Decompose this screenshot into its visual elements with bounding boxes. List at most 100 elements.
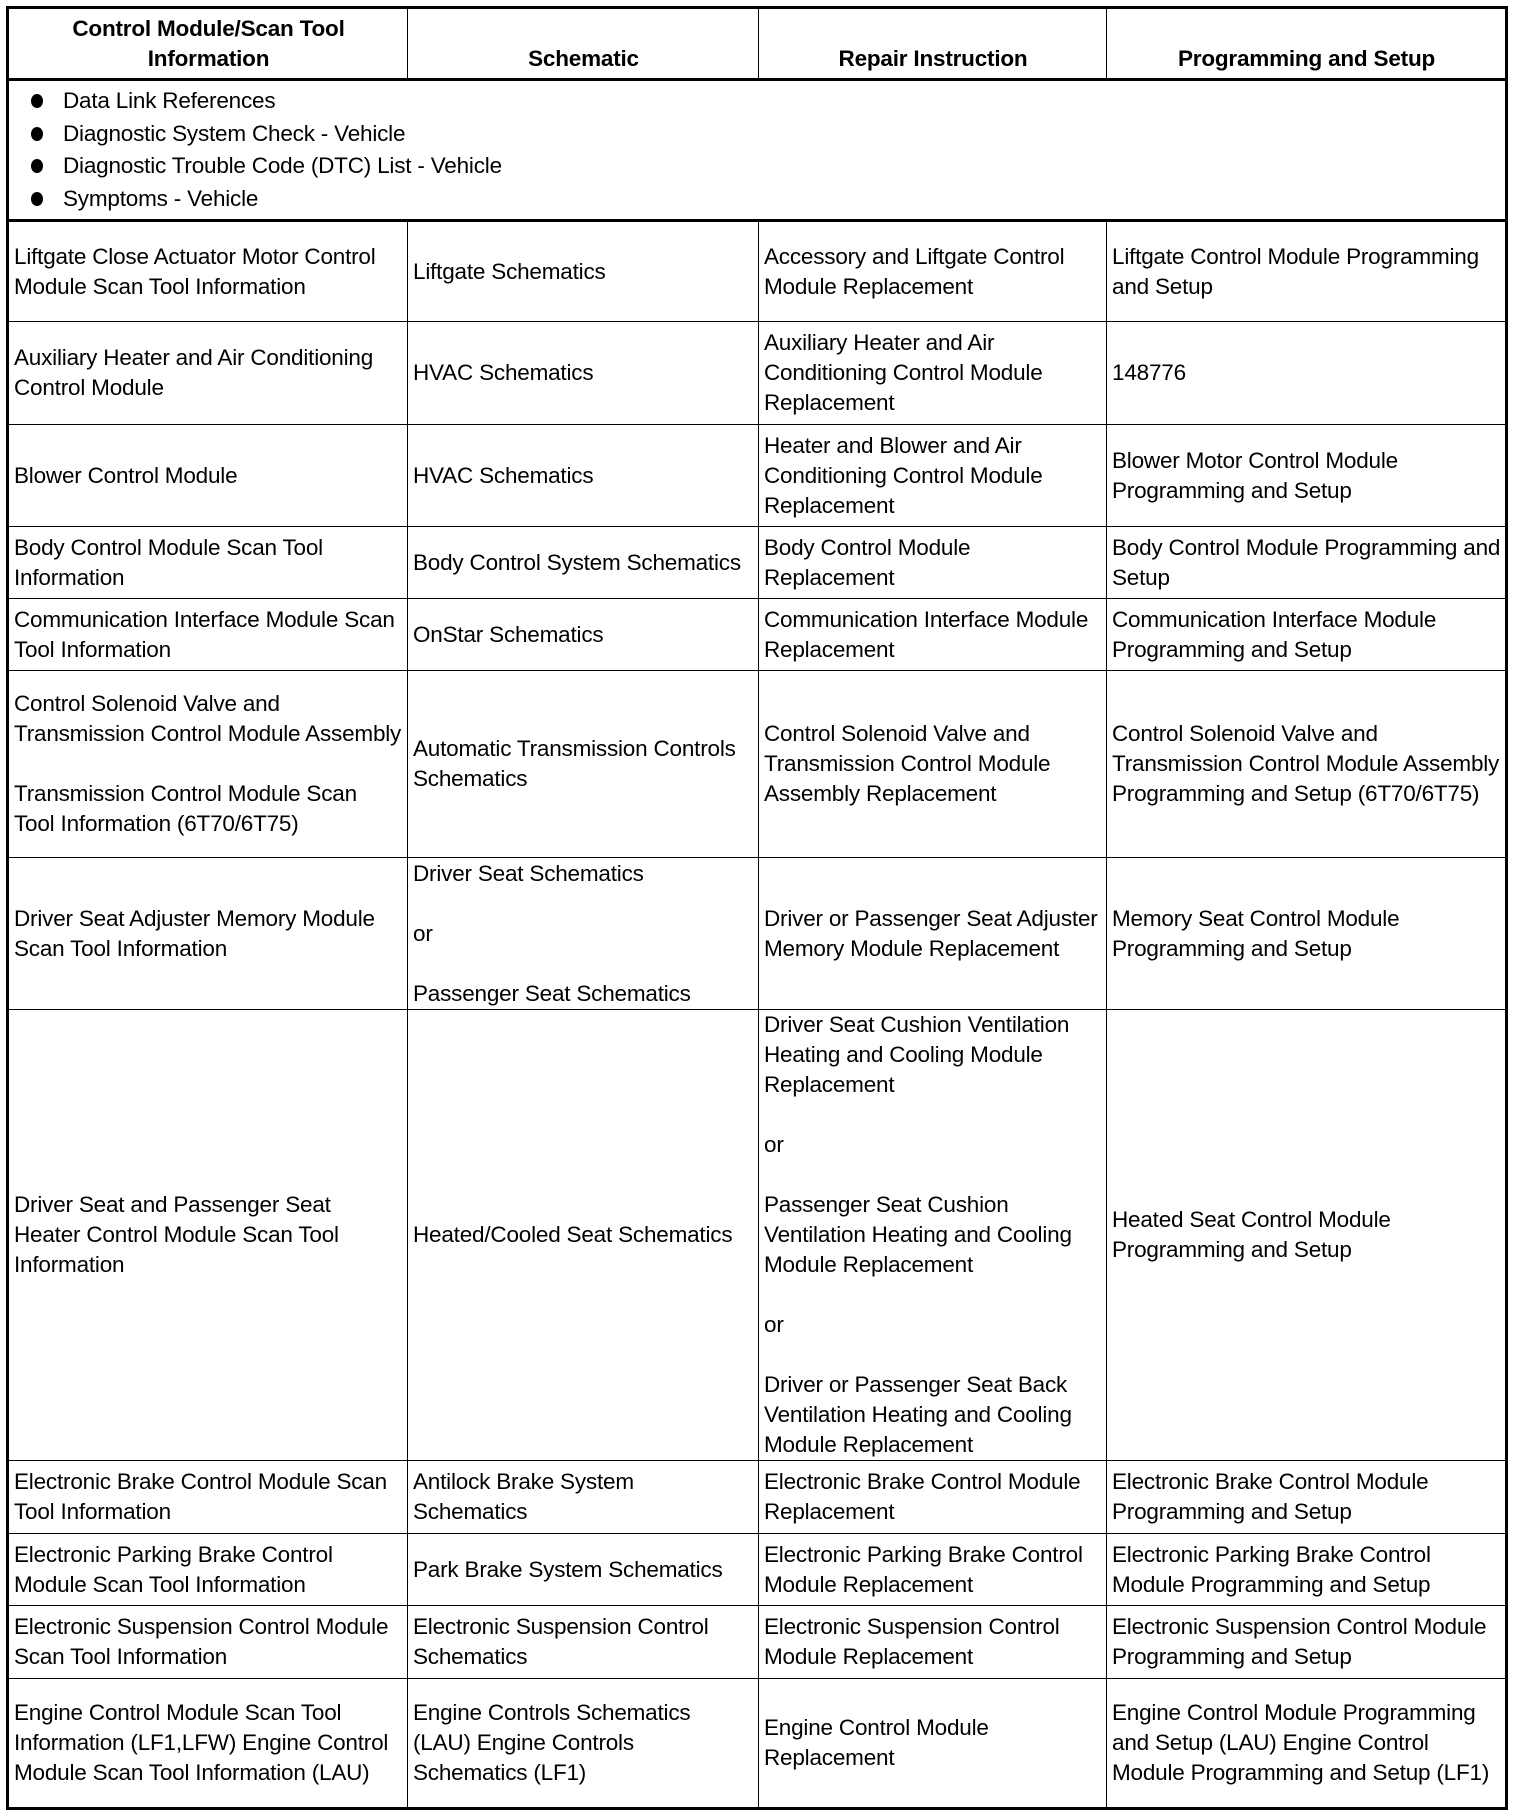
repair-cell: Auxiliary Heater and Air Conditioning Co…	[758, 321, 1107, 425]
cell-text: Electronic Brake Control Module Replacem…	[764, 1469, 1081, 1524]
schematic-cell: HVAC Schematics	[407, 424, 759, 527]
programming-cell: 148776	[1106, 321, 1507, 425]
bullet-icon	[31, 191, 43, 206]
cell-text: Electronic Suspension Control Module Sca…	[14, 1614, 389, 1669]
table-row: Driver Seat Adjuster Memory Module Scan …	[7, 857, 1507, 1010]
header-control-module: Control Module/Scan Tool Information	[7, 7, 408, 80]
schematic-cell: Antilock Brake System Schematics	[407, 1460, 759, 1534]
cell-text: Driver Seat and Passenger Seat Heater Co…	[14, 1192, 339, 1277]
programming-cell: Control Solenoid Valve and Transmission …	[1106, 670, 1507, 858]
bullet-icon	[31, 94, 43, 109]
table-row: Communication Interface Module Scan Tool…	[7, 598, 1507, 671]
schematic-cell: OnStar Schematics	[407, 598, 759, 671]
module-cell: Electronic Parking Brake Control Module …	[7, 1533, 408, 1606]
cell-text: Control Solenoid Valve and Transmission …	[14, 691, 402, 836]
cell-text: Control Solenoid Valve and Transmission …	[764, 721, 1051, 806]
cell-text: Communication Interface Module Scan Tool…	[14, 606, 395, 662]
table-row: Electronic Parking Brake Control Module …	[7, 1533, 1507, 1606]
module-cell: Blower Control Module	[7, 424, 408, 527]
reference-link[interactable]: Diagnostic System Check - Vehicle	[63, 120, 406, 146]
programming-cell: Electronic Suspension Control Module Pro…	[1106, 1605, 1507, 1679]
bullet-icon	[31, 126, 43, 141]
cell-text: OnStar Schematics	[413, 621, 604, 647]
table-row: Body Control Module Scan Tool Informatio…	[7, 526, 1507, 599]
cell-text: Electronic Brake Control Module Scan Too…	[14, 1469, 387, 1524]
cell-text: Electronic Suspension Control Module Rep…	[764, 1614, 1060, 1669]
schematic-cell: Driver Seat Schematics or Passenger Seat…	[407, 857, 759, 1010]
cell-text: Electronic Brake Control Module Programm…	[1112, 1469, 1429, 1524]
cell-text: Accessory and Liftgate Control Module Re…	[764, 243, 1065, 299]
schematic-cell: HVAC Schematics	[407, 321, 759, 425]
schematic-cell: Heated/Cooled Seat Schematics	[407, 1009, 759, 1461]
cell-text: Control Solenoid Valve and Transmission …	[1112, 721, 1500, 806]
cell-text: Body Control Module Scan Tool Informatio…	[14, 534, 323, 590]
cell-text: Driver Seat Cushion Ventilation Heating …	[764, 1012, 1072, 1457]
table-row: Electronic Suspension Control Module Sca…	[7, 1605, 1507, 1679]
cell-text: Electronic Suspension Control Module Pro…	[1112, 1614, 1487, 1669]
cell-text: Body Control Module Replacement	[764, 534, 971, 590]
cell-text: Engine Controls Schematics (LAU) Engine …	[413, 1700, 691, 1785]
module-reference-table: Control Module/Scan Tool Information Sch…	[6, 6, 1508, 1810]
cell-text: HVAC Schematics	[413, 462, 594, 488]
repair-cell: Electronic Suspension Control Module Rep…	[758, 1605, 1107, 1679]
reference-link[interactable]: Diagnostic Trouble Code (DTC) List - Veh…	[63, 153, 502, 179]
cell-text: Communication Interface Module Replaceme…	[764, 606, 1089, 662]
table-row: Liftgate Close Actuator Motor Control Mo…	[7, 220, 1507, 322]
cell-text: Antilock Brake System Schematics	[413, 1469, 634, 1524]
programming-cell: Electronic Parking Brake Control Module …	[1106, 1533, 1507, 1606]
reference-link[interactable]: Data Link References	[63, 88, 276, 114]
list-item[interactable]: Symptoms - Vehicle	[9, 183, 1505, 216]
header-schematic: Schematic	[407, 7, 759, 80]
cell-text: 148776	[1112, 360, 1186, 385]
programming-cell: Engine Control Module Programming and Se…	[1106, 1678, 1507, 1809]
repair-cell: Engine Control Module Replacement	[758, 1678, 1107, 1809]
programming-cell: Memory Seat Control Module Programming a…	[1106, 857, 1507, 1010]
cell-text: Heater and Blower and Air Conditioning C…	[764, 432, 1043, 518]
cell-text: Electronic Parking Brake Control Module …	[1112, 1541, 1431, 1597]
repair-cell: Electronic Brake Control Module Replacem…	[758, 1460, 1107, 1534]
schematic-cell: Electronic Suspension Control Schematics	[407, 1605, 759, 1679]
module-cell: Auxiliary Heater and Air Conditioning Co…	[7, 321, 408, 425]
schematic-cell: Liftgate Schematics	[407, 220, 759, 322]
module-cell: Electronic Suspension Control Module Sca…	[7, 1605, 408, 1679]
cell-text: Electronic Parking Brake Control Module …	[764, 1541, 1083, 1597]
repair-cell: Electronic Parking Brake Control Module …	[758, 1533, 1107, 1606]
cell-text: Driver or Passenger Seat Adjuster Memory…	[764, 905, 1098, 961]
repair-cell: Accessory and Liftgate Control Module Re…	[758, 220, 1107, 322]
module-cell: Communication Interface Module Scan Tool…	[7, 598, 408, 671]
module-cell: Liftgate Close Actuator Motor Control Mo…	[7, 220, 408, 322]
programming-cell: Communication Interface Module Programmi…	[1106, 598, 1507, 671]
programming-cell: Electronic Brake Control Module Programm…	[1106, 1460, 1507, 1534]
cell-text: Driver Seat Adjuster Memory Module Scan …	[14, 905, 375, 961]
module-cell: Body Control Module Scan Tool Informatio…	[7, 526, 408, 599]
repair-cell: Driver or Passenger Seat Adjuster Memory…	[758, 857, 1107, 1010]
repair-cell: Heater and Blower and Air Conditioning C…	[758, 424, 1107, 527]
table-row: Engine Control Module Scan Tool Informat…	[7, 1678, 1507, 1809]
cell-text: Park Brake System Schematics	[413, 1556, 723, 1582]
programming-cell: Liftgate Control Module Programming and …	[1106, 220, 1507, 322]
reference-link[interactable]: Symptoms - Vehicle	[63, 185, 259, 211]
cell-text: Heated Seat Control Module Programming a…	[1112, 1207, 1391, 1262]
cell-text: HVAC Schematics	[413, 360, 594, 385]
header-programming-setup: Programming and Setup	[1106, 7, 1507, 80]
bullet-icon	[31, 159, 43, 174]
cell-text: Driver Seat Schematics or Passenger Seat…	[413, 860, 691, 1006]
list-item[interactable]: Data Link References	[9, 85, 1505, 118]
cell-text: Engine Control Module Programming and Se…	[1112, 1700, 1490, 1785]
module-cell: Driver Seat Adjuster Memory Module Scan …	[7, 857, 408, 1010]
header-repair-instruction: Repair Instruction	[758, 7, 1107, 80]
cell-text: Heated/Cooled Seat Schematics	[413, 1222, 733, 1247]
references-row: Data Link References Diagnostic System C…	[7, 79, 1507, 221]
cell-text: Auxiliary Heater and Air Conditioning Co…	[764, 330, 1043, 415]
cell-text: Engine Control Module Replacement	[764, 1715, 989, 1770]
repair-cell: Body Control Module Replacement	[758, 526, 1107, 599]
schematic-cell: Park Brake System Schematics	[407, 1533, 759, 1606]
list-item[interactable]: Diagnostic Trouble Code (DTC) List - Veh…	[9, 150, 1505, 183]
table-row: Electronic Brake Control Module Scan Too…	[7, 1460, 1507, 1534]
cell-text: Liftgate Schematics	[413, 258, 606, 284]
schematic-cell: Body Control System Schematics	[407, 526, 759, 599]
list-item[interactable]: Diagnostic System Check - Vehicle	[9, 118, 1505, 151]
programming-cell: Blower Motor Control Module Programming …	[1106, 424, 1507, 527]
repair-cell: Communication Interface Module Replaceme…	[758, 598, 1107, 671]
module-cell: Engine Control Module Scan Tool Informat…	[7, 1678, 408, 1809]
